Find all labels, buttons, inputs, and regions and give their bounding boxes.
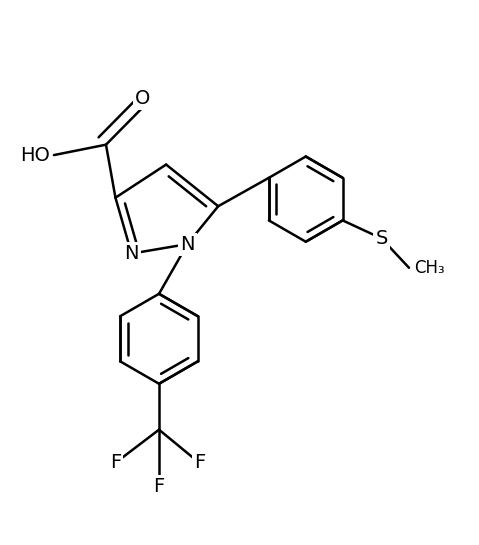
Text: F: F bbox=[153, 477, 165, 496]
Text: F: F bbox=[194, 453, 205, 473]
Text: O: O bbox=[135, 89, 150, 108]
Text: F: F bbox=[110, 453, 121, 473]
Text: S: S bbox=[376, 229, 388, 248]
Text: N: N bbox=[180, 234, 194, 253]
Text: HO: HO bbox=[20, 146, 50, 165]
Text: N: N bbox=[125, 244, 139, 263]
Text: CH₃: CH₃ bbox=[414, 259, 445, 277]
